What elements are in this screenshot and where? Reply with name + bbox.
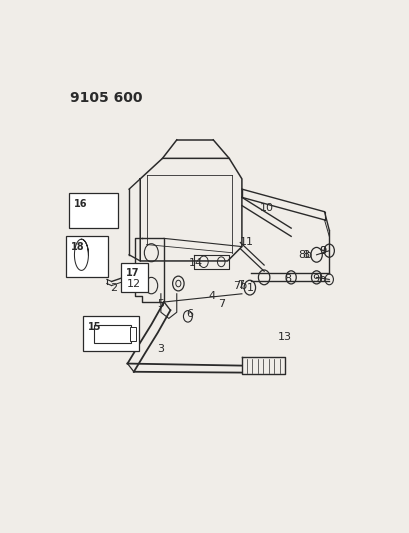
- Text: 10: 10: [260, 203, 274, 213]
- Text: 1: 1: [246, 282, 253, 293]
- Text: 13: 13: [277, 332, 291, 342]
- Bar: [69, 193, 118, 228]
- Bar: [94, 325, 130, 343]
- Text: 9: 9: [319, 246, 326, 256]
- Text: 18: 18: [70, 241, 84, 252]
- Text: 9: 9: [319, 246, 326, 256]
- Text: 4: 4: [208, 291, 215, 301]
- Text: 9105 600: 9105 600: [70, 91, 142, 104]
- Text: 3: 3: [157, 344, 164, 354]
- Bar: [83, 317, 138, 351]
- Text: 11: 11: [239, 238, 253, 247]
- Text: 14: 14: [188, 258, 202, 268]
- Text: 9b: 9b: [312, 274, 326, 285]
- Text: 8: 8: [301, 250, 308, 260]
- Text: 17: 17: [126, 268, 139, 278]
- Text: 8b: 8b: [298, 250, 312, 260]
- Bar: [121, 263, 148, 292]
- Bar: [65, 236, 108, 277]
- Text: 6: 6: [186, 309, 193, 319]
- Text: 5: 5: [157, 299, 164, 309]
- Text: 15: 15: [88, 322, 101, 332]
- Text: 7: 7: [236, 280, 243, 290]
- Text: 7: 7: [217, 299, 224, 309]
- Text: 2: 2: [109, 282, 117, 293]
- Text: 16: 16: [74, 199, 87, 208]
- Text: 12: 12: [126, 279, 141, 288]
- Text: 7b: 7b: [233, 280, 247, 290]
- Bar: [130, 327, 136, 341]
- Text: 8: 8: [284, 274, 291, 285]
